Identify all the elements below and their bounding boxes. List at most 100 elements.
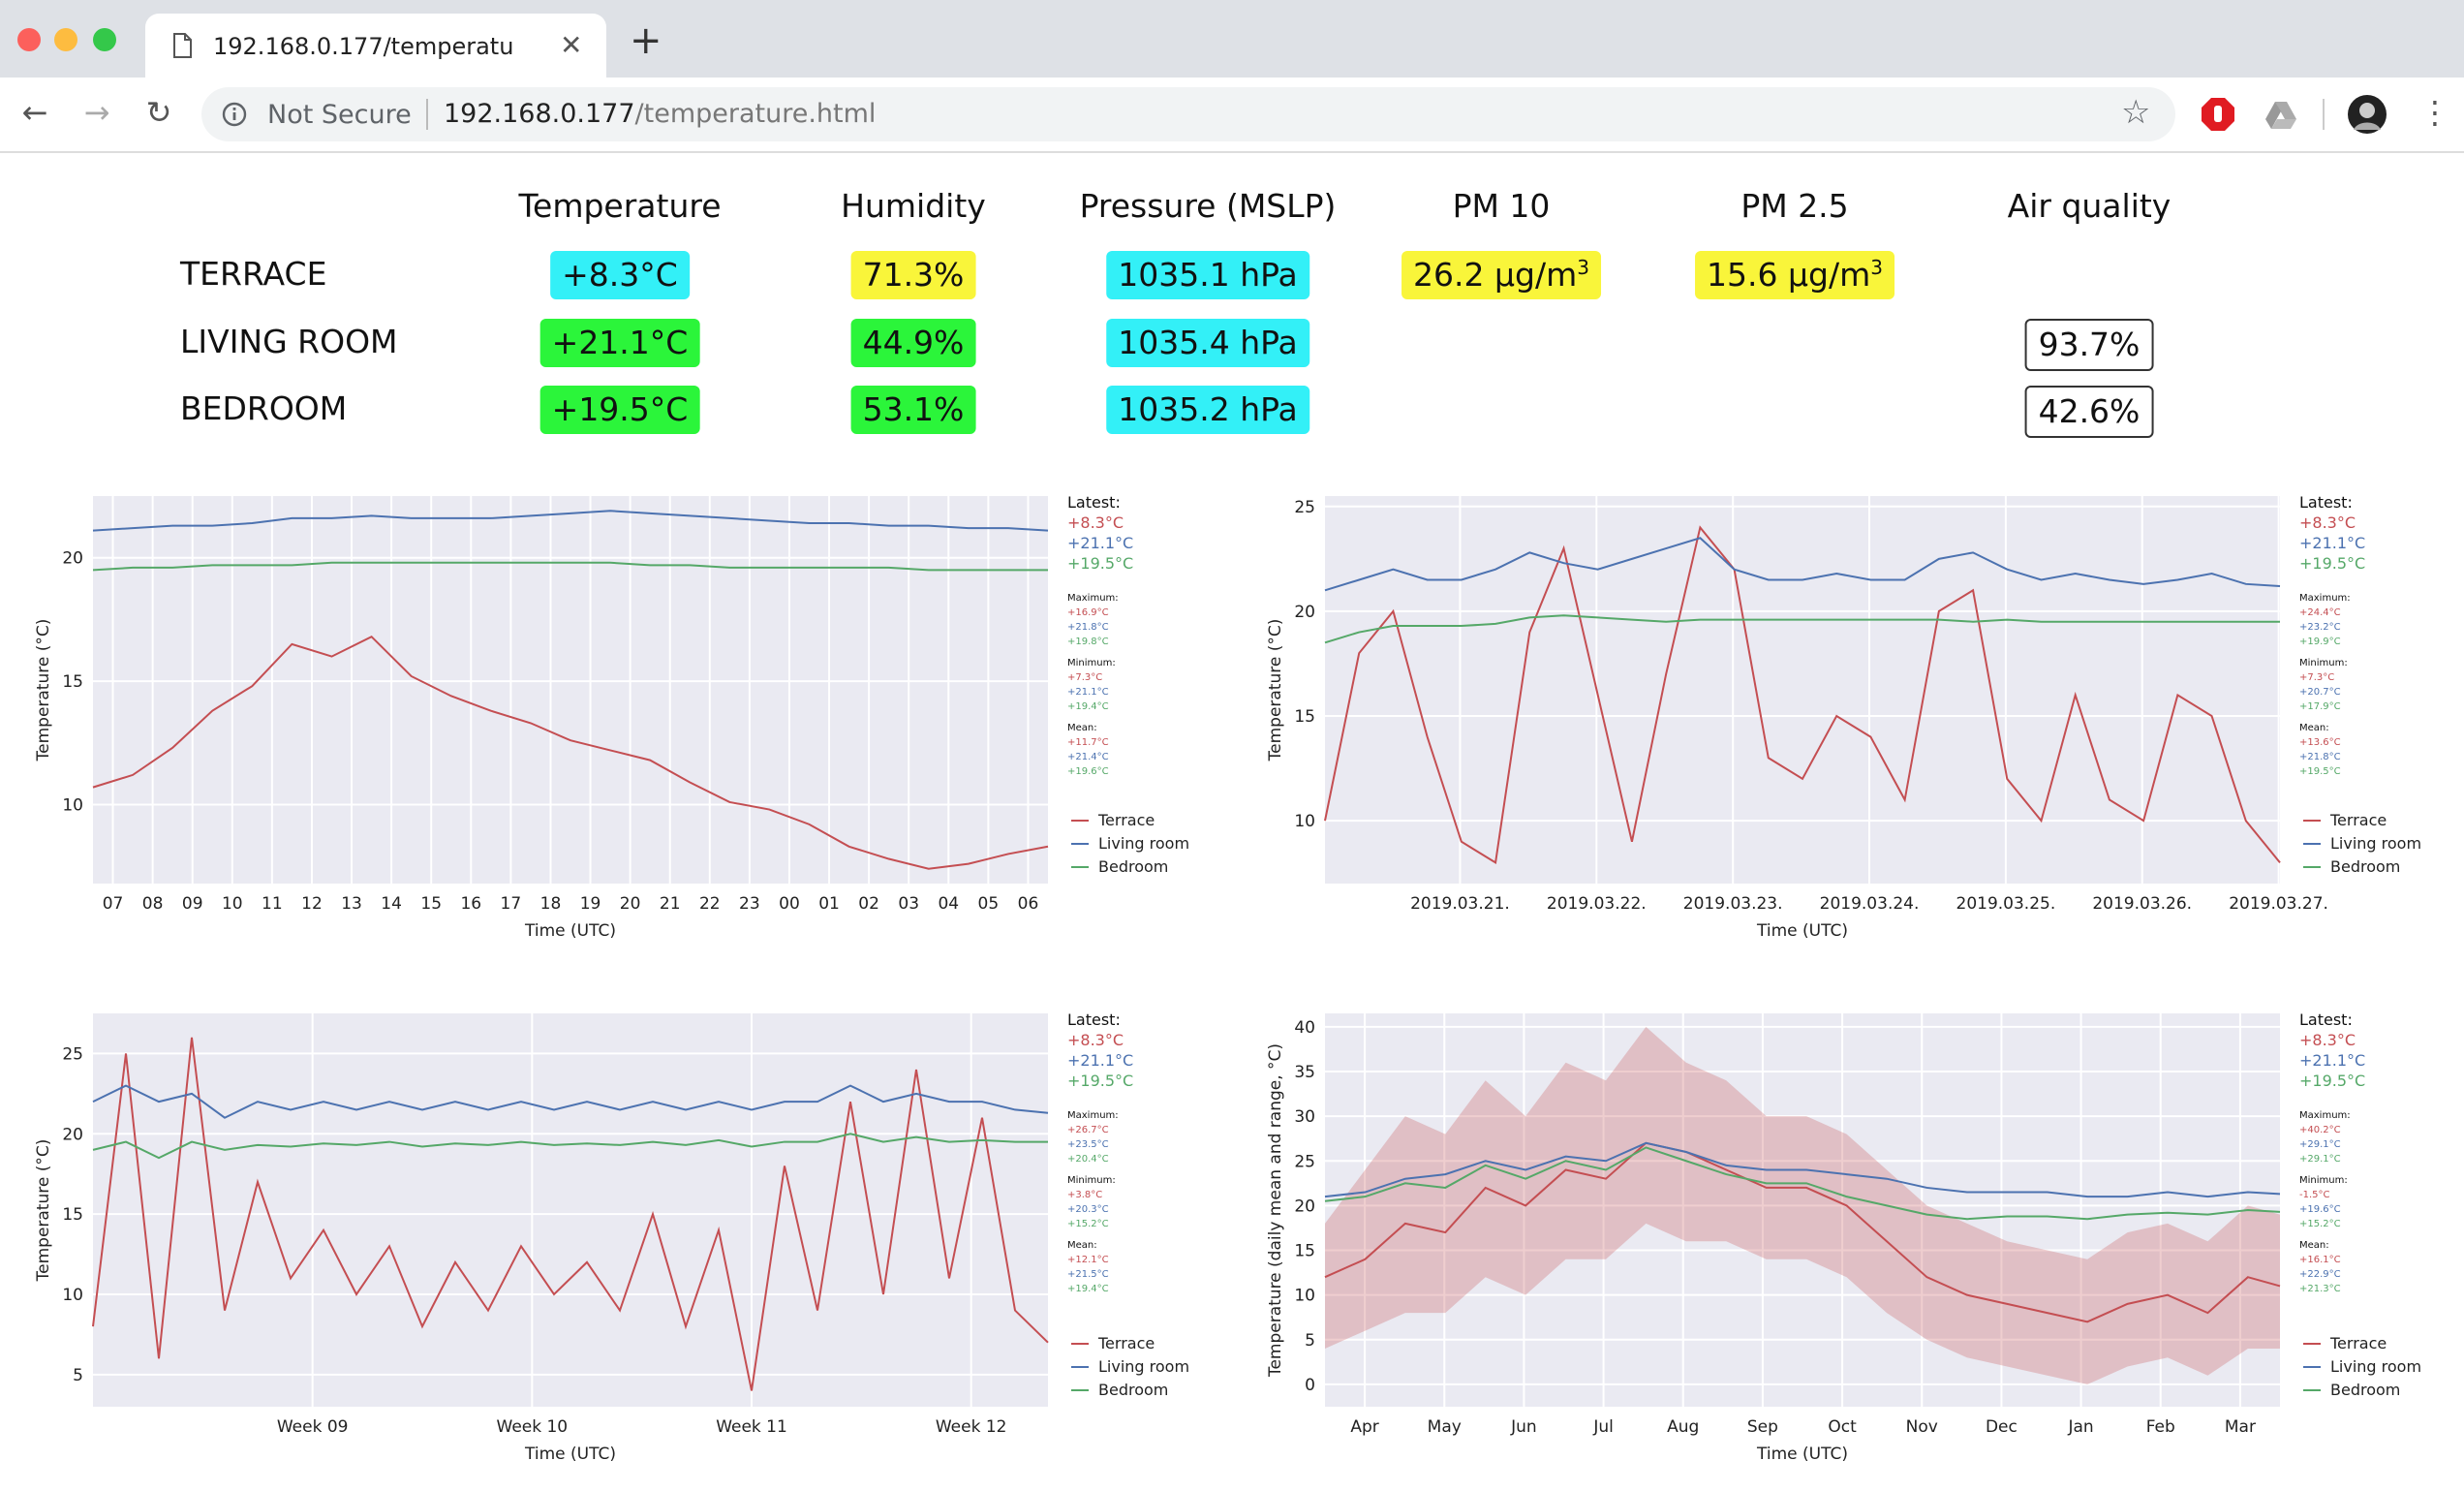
avatar-icon[interactable] [2348, 95, 2387, 134]
legend-label-living-room: Living room [2330, 834, 2421, 853]
maximize-window-button[interactable] [93, 28, 116, 51]
stats-maximum-value: +19.9°C [2299, 637, 2341, 647]
range-band-terrace [1325, 1026, 2280, 1384]
x-tick-label: 17 [501, 894, 522, 914]
stats-latest-value: +19.5°C [2299, 554, 2365, 573]
address-bar[interactable]: Not Secure 192.168.0.177/temperature.htm… [201, 87, 2175, 141]
bedroom-temperature: +19.5°C [539, 386, 700, 434]
stats-latest-heading: Latest: [2299, 493, 2353, 512]
x-tick-label: Week 11 [716, 1417, 787, 1437]
not-secure-label: Not Secure [267, 100, 412, 130]
y-tick-label: 15 [1294, 707, 1315, 727]
url-text[interactable]: 192.168.0.177/temperature.html [444, 99, 876, 129]
bedroom-humidity: 53.1% [850, 386, 976, 434]
stats-maximum-value: +19.8°C [1067, 637, 1109, 647]
x-tick-label: 01 [818, 894, 840, 914]
y-tick-label: 15 [1294, 1242, 1315, 1261]
stats-mean-value: +19.5°C [2299, 766, 2341, 777]
row-label-terrace: TERRACE [180, 255, 327, 293]
stats-minimum-heading: Minimum: [1067, 1175, 1116, 1186]
y-tick-label: 15 [62, 1205, 83, 1225]
y-tick-label: 20 [62, 549, 83, 569]
series-line-living-room [92, 510, 1049, 532]
x-tick-label: Jun [1510, 1417, 1537, 1437]
new-tab-icon[interactable]: + [630, 18, 662, 63]
x-tick-label: Nov [1906, 1417, 1938, 1437]
stats-mean-value: +21.3°C [2299, 1284, 2341, 1294]
stats-maximum-value: +29.1°C [2299, 1139, 2341, 1150]
drive-icon[interactable] [2264, 101, 2297, 130]
legend-label-bedroom: Bedroom [2330, 1381, 2400, 1399]
stats-minimum-value: +20.3°C [1067, 1204, 1109, 1215]
stats-maximum-value: +23.2°C [2299, 622, 2341, 633]
x-tick-label: 13 [341, 894, 362, 914]
legend-label-terrace: Terrace [2329, 811, 2387, 829]
adblock-icon[interactable] [2201, 97, 2235, 132]
close-window-button[interactable] [17, 28, 41, 51]
stats-panel: Latest: +8.3°C +21.1°C +19.5°C Maximum: +26.7… [1067, 1010, 1189, 1399]
menu-icon[interactable]: ⋮ [2419, 94, 2450, 131]
x-tick-label: 08 [142, 894, 164, 914]
x-tick-label: 21 [660, 894, 681, 914]
stats-maximum-value: +21.8°C [1067, 622, 1109, 633]
x-tick-label: Week 09 [277, 1417, 349, 1437]
stats-minimum-value: +19.4°C [1067, 701, 1109, 712]
x-axis-label: Time (UTC) [524, 921, 616, 941]
row-label-living-room: LIVING ROOM [180, 323, 398, 360]
legend-label-bedroom: Bedroom [2330, 857, 2400, 876]
x-tick-label: Apr [1350, 1417, 1378, 1437]
plot-area [1325, 496, 2280, 884]
y-tick-label: 10 [62, 795, 83, 815]
legend-label-terrace: Terrace [1097, 811, 1155, 829]
tab-close-icon[interactable]: ✕ [560, 29, 583, 61]
x-tick-label: 2019.03.21. [1410, 894, 1510, 914]
plot-area [93, 496, 1048, 884]
stats-minimum-value: -1.5°C [2299, 1190, 2330, 1200]
stats-mean-value: +16.1°C [2299, 1255, 2341, 1265]
stats-minimum-heading: Minimum: [2299, 658, 2348, 668]
stats-latest-heading: Latest: [1067, 493, 1121, 512]
browser-tab[interactable]: 192.168.0.177/temperature.html ✕ [145, 14, 606, 78]
star-icon[interactable]: ☆ [2121, 93, 2151, 132]
x-tick-label: 19 [580, 894, 601, 914]
series-line-living-room [92, 1084, 1049, 1119]
x-axis-label: Time (UTC) [524, 1445, 616, 1464]
stats-minimum-heading: Minimum: [2299, 1175, 2348, 1186]
y-tick-label: 30 [1294, 1107, 1315, 1127]
chart-svg: 0 5 10 15 20 25 30 35 40 Apr May Jun Jul Aug Sep Oct Nov… [1266, 1010, 2421, 1464]
url-path: /temperature.html [634, 99, 877, 129]
column-header-pressure: Pressure (MSLP) [1079, 187, 1337, 225]
series-line-bedroom [1324, 1146, 2281, 1221]
stats-latest-value: +19.5°C [1067, 1072, 1133, 1090]
y-tick-label: 25 [1294, 1152, 1315, 1171]
column-header-humidity: Humidity [841, 187, 986, 225]
terrace-pm10: 26.2 µg/m3 [1401, 251, 1601, 299]
minimize-window-button[interactable] [54, 28, 77, 51]
stats-latest-value: +21.1°C [2299, 1051, 2365, 1070]
back-arrow-icon[interactable]: ← [21, 94, 48, 131]
browser-toolbar: ← → ↻ Not Secure 192.168.0.177/temperatu… [0, 78, 2464, 153]
tab-title: 192.168.0.177/temperature.html [213, 33, 513, 60]
page-icon [173, 33, 192, 58]
unit-superscript: 3 [1870, 256, 1883, 279]
y-tick-label: 0 [1305, 1376, 1315, 1395]
stats-latest-value: +8.3°C [2299, 513, 2356, 532]
stats-maximum-heading: Maximum: [1067, 593, 1119, 604]
y-axis-label: Temperature (°C) [34, 1139, 53, 1283]
chart-last-month: 5 10 15 20 25 Week 09 Week 10 Week 11 Week 12 Tim… [0, 1002, 1232, 1492]
x-tick-label: 2019.03.25. [1956, 894, 2056, 914]
stats-mean-value: +21.8°C [2299, 752, 2341, 762]
y-tick-label: 40 [1294, 1018, 1315, 1038]
bedroom-air-quality: 42.6% [2024, 386, 2154, 438]
stats-maximum-value: +24.4°C [2299, 607, 2341, 618]
url-separator [426, 99, 428, 130]
stats-maximum-value: +26.7°C [1067, 1125, 1109, 1135]
stats-mean-value: +22.9°C [2299, 1269, 2341, 1280]
y-tick-label: 5 [73, 1366, 83, 1385]
x-tick-label: 12 [301, 894, 323, 914]
info-icon[interactable] [221, 101, 248, 128]
forward-arrow-icon[interactable]: → [83, 94, 110, 131]
reload-icon[interactable]: ↻ [145, 94, 172, 131]
row-label-bedroom: BEDROOM [180, 389, 348, 427]
x-tick-label: Week 10 [497, 1417, 569, 1437]
